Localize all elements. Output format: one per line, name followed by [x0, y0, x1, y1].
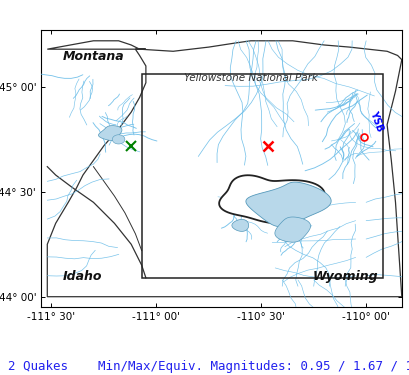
Polygon shape — [218, 175, 324, 223]
Text: Yellowstone National Park: Yellowstone National Park — [183, 73, 317, 82]
Text: Wyoming: Wyoming — [312, 270, 377, 283]
Polygon shape — [245, 182, 330, 227]
Text: 2 Quakes    Min/Max/Equiv. Magnitudes: 0.95 / 1.67 / 1.746: 2 Quakes Min/Max/Equiv. Magnitudes: 0.95… — [8, 360, 409, 373]
Polygon shape — [231, 219, 248, 231]
Text: Montana: Montana — [63, 50, 124, 63]
Polygon shape — [274, 217, 310, 242]
Text: YSB: YSB — [367, 110, 384, 133]
Polygon shape — [112, 135, 125, 144]
Bar — [142, 74, 382, 278]
Polygon shape — [98, 126, 121, 141]
Text: Idaho: Idaho — [63, 270, 102, 283]
Polygon shape — [47, 41, 401, 297]
